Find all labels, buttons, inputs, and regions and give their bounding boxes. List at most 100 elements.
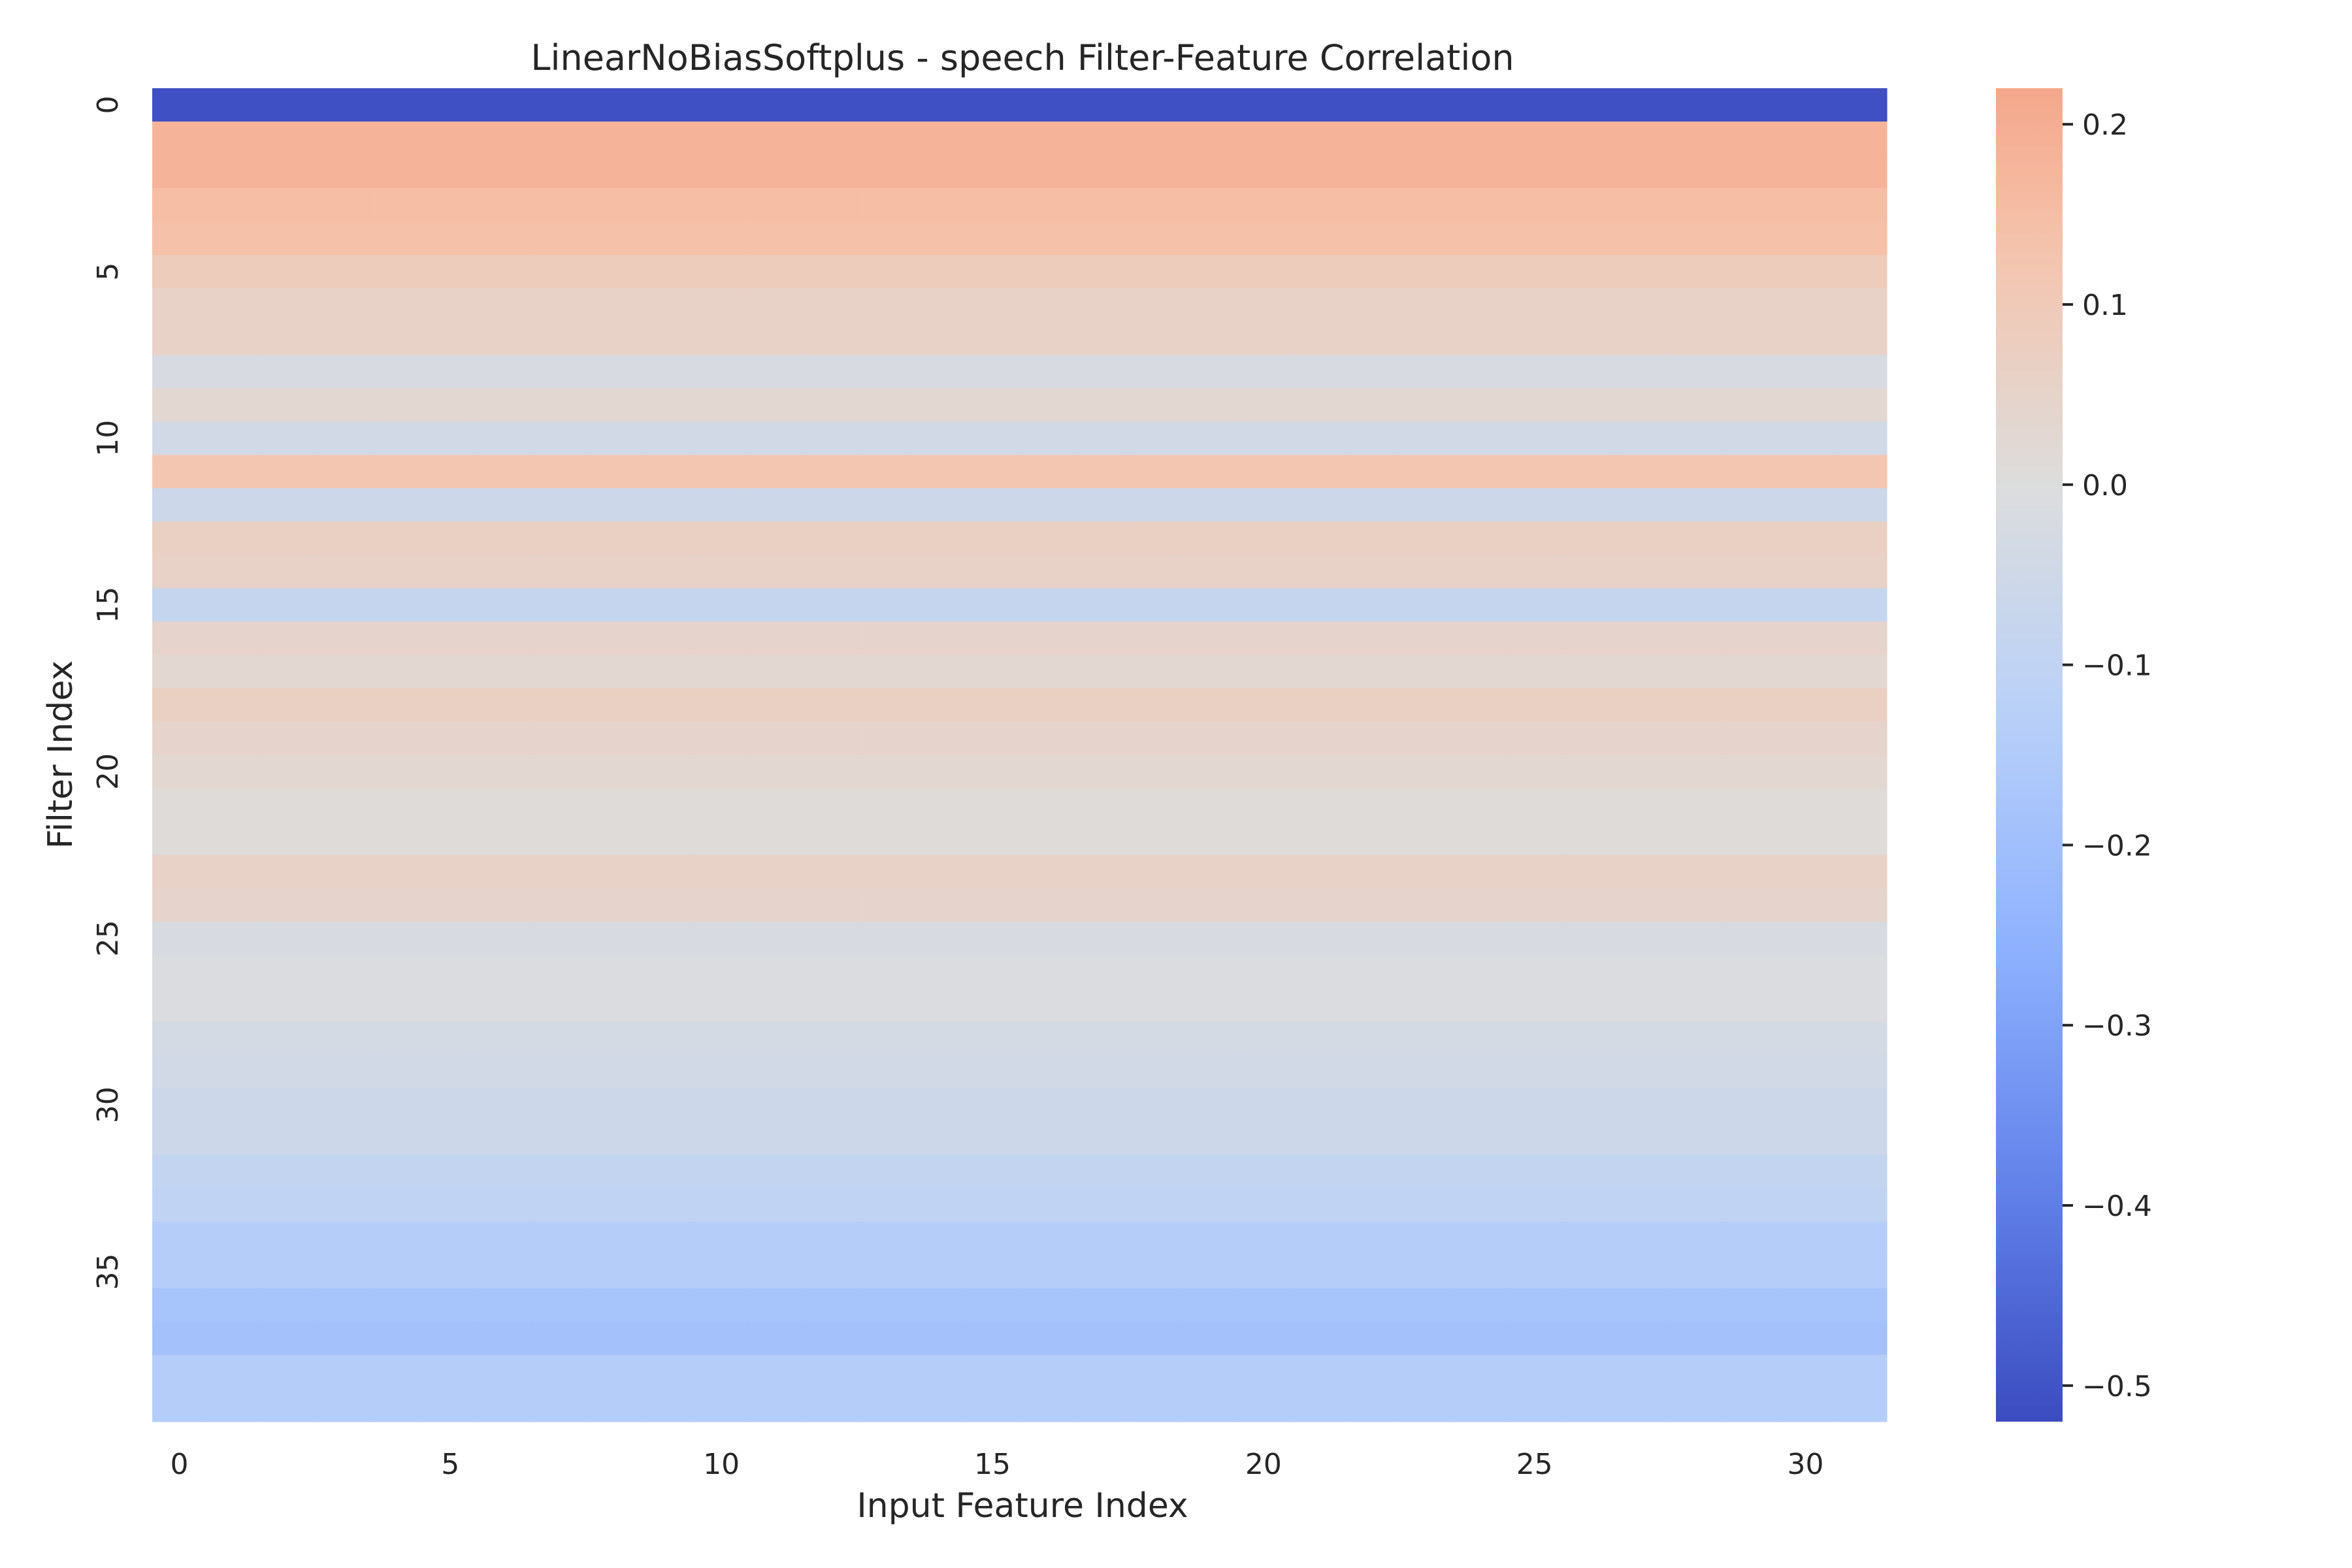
heatmap-cell <box>911 122 966 155</box>
heatmap-cell <box>1290 721 1345 756</box>
heatmap-cell <box>1128 88 1183 122</box>
heatmap-cell <box>1236 155 1291 189</box>
heatmap-cell <box>1561 488 1616 522</box>
y-axis-label: Filter Index <box>41 661 80 849</box>
heatmap-cell <box>748 1188 804 1222</box>
heatmap-cell <box>206 755 261 789</box>
heatmap-cell <box>694 321 749 355</box>
heatmap-cell <box>152 555 207 589</box>
heatmap-cell <box>1345 1054 1399 1089</box>
heatmap-cell <box>1345 122 1399 155</box>
heatmap-cell <box>1507 488 1562 522</box>
heatmap-cell <box>802 888 858 923</box>
heatmap-cell <box>1019 788 1075 823</box>
heatmap-cell <box>1019 1254 1075 1289</box>
heatmap-cell <box>1128 1354 1183 1389</box>
heatmap-cell <box>206 1321 261 1356</box>
heatmap-cell <box>694 1288 749 1322</box>
heatmap-cell <box>1236 1388 1291 1422</box>
heatmap-cell <box>1073 1188 1129 1222</box>
heatmap-cell <box>694 1021 749 1056</box>
heatmap-cell <box>1128 988 1183 1022</box>
heatmap-cell <box>965 521 1021 555</box>
heatmap-cell <box>1453 655 1508 689</box>
heatmap-cell <box>802 88 858 122</box>
heatmap-cell <box>423 1321 478 1356</box>
heatmap-cell <box>1019 888 1075 923</box>
heatmap-cell <box>314 855 370 889</box>
heatmap-cell <box>748 1321 804 1356</box>
heatmap-cell <box>802 1221 858 1256</box>
heatmap-cell <box>1182 988 1237 1022</box>
heatmap-cell <box>640 221 695 255</box>
heatmap-cell <box>1724 588 1779 623</box>
heatmap-cell <box>1182 188 1237 222</box>
heatmap-cell <box>965 1054 1021 1089</box>
heatmap-cell <box>1182 1388 1237 1422</box>
heatmap-cell <box>314 1388 370 1422</box>
heatmap-cell <box>802 155 858 189</box>
heatmap-cell <box>206 1121 261 1156</box>
heatmap-cell <box>1670 1354 1725 1389</box>
heatmap-cell <box>314 555 370 589</box>
heatmap-cell <box>1128 288 1183 322</box>
heatmap-cell <box>1399 288 1454 322</box>
heatmap-cell <box>1670 1321 1725 1356</box>
heatmap-cell <box>1073 621 1129 656</box>
heatmap-cell <box>802 955 858 989</box>
heatmap-cell <box>1724 1254 1779 1289</box>
heatmap-cell <box>1833 1254 1887 1289</box>
heatmap-cell <box>260 122 316 155</box>
heatmap-cell <box>260 988 316 1022</box>
heatmap-cell <box>1073 288 1129 322</box>
heatmap-cell <box>1290 1088 1345 1122</box>
heatmap-cell <box>423 988 478 1022</box>
heatmap-cell <box>1128 1254 1183 1289</box>
heatmap-cell <box>1670 755 1725 789</box>
heatmap-cell <box>260 455 316 489</box>
heatmap-cell <box>694 488 749 522</box>
heatmap-cell <box>1507 388 1562 422</box>
heatmap-cell <box>1561 521 1616 555</box>
heatmap-cell <box>152 255 207 289</box>
heatmap-cell <box>640 755 695 789</box>
heatmap-cell <box>1128 355 1183 389</box>
heatmap-cell <box>1290 1254 1345 1289</box>
heatmap-cell <box>585 755 641 789</box>
heatmap-cell <box>965 655 1021 689</box>
heatmap-cell <box>1670 1288 1725 1322</box>
heatmap-cell <box>1453 1154 1508 1189</box>
heatmap-cell <box>1507 321 1562 355</box>
heatmap-cell <box>531 122 587 155</box>
heatmap-cell <box>1724 621 1779 656</box>
heatmap-cell <box>802 688 858 723</box>
heatmap-cell <box>585 321 641 355</box>
heatmap-cell <box>1345 388 1399 422</box>
heatmap-cell <box>1833 1154 1887 1189</box>
heatmap-cell <box>802 1121 858 1156</box>
heatmap-cell <box>1128 621 1183 656</box>
heatmap-cell <box>965 1321 1021 1356</box>
heatmap-cell <box>1561 1254 1616 1289</box>
heatmap-cell <box>152 188 207 222</box>
heatmap-cell <box>1399 888 1454 923</box>
heatmap-cell <box>1128 221 1183 255</box>
heatmap-cell <box>857 255 912 289</box>
heatmap-cell <box>965 488 1021 522</box>
heatmap-cell <box>1778 1121 1833 1156</box>
heatmap-cell <box>1670 421 1725 455</box>
heatmap-cell <box>1778 788 1833 823</box>
heatmap-cell <box>1128 788 1183 823</box>
heatmap-cell <box>585 288 641 322</box>
heatmap-cell <box>1616 188 1671 222</box>
heatmap-cell <box>1290 655 1345 689</box>
heatmap-cell <box>911 888 966 923</box>
heatmap-cell <box>1128 921 1183 956</box>
heatmap-cell <box>1561 1188 1616 1222</box>
heatmap-cell <box>1182 955 1237 989</box>
heatmap-cell <box>152 755 207 789</box>
colorbar-tick-label: −0.2 <box>2082 829 2152 862</box>
heatmap-cell <box>368 821 424 856</box>
heatmap-cell <box>694 755 749 789</box>
heatmap-cell <box>1833 655 1887 689</box>
